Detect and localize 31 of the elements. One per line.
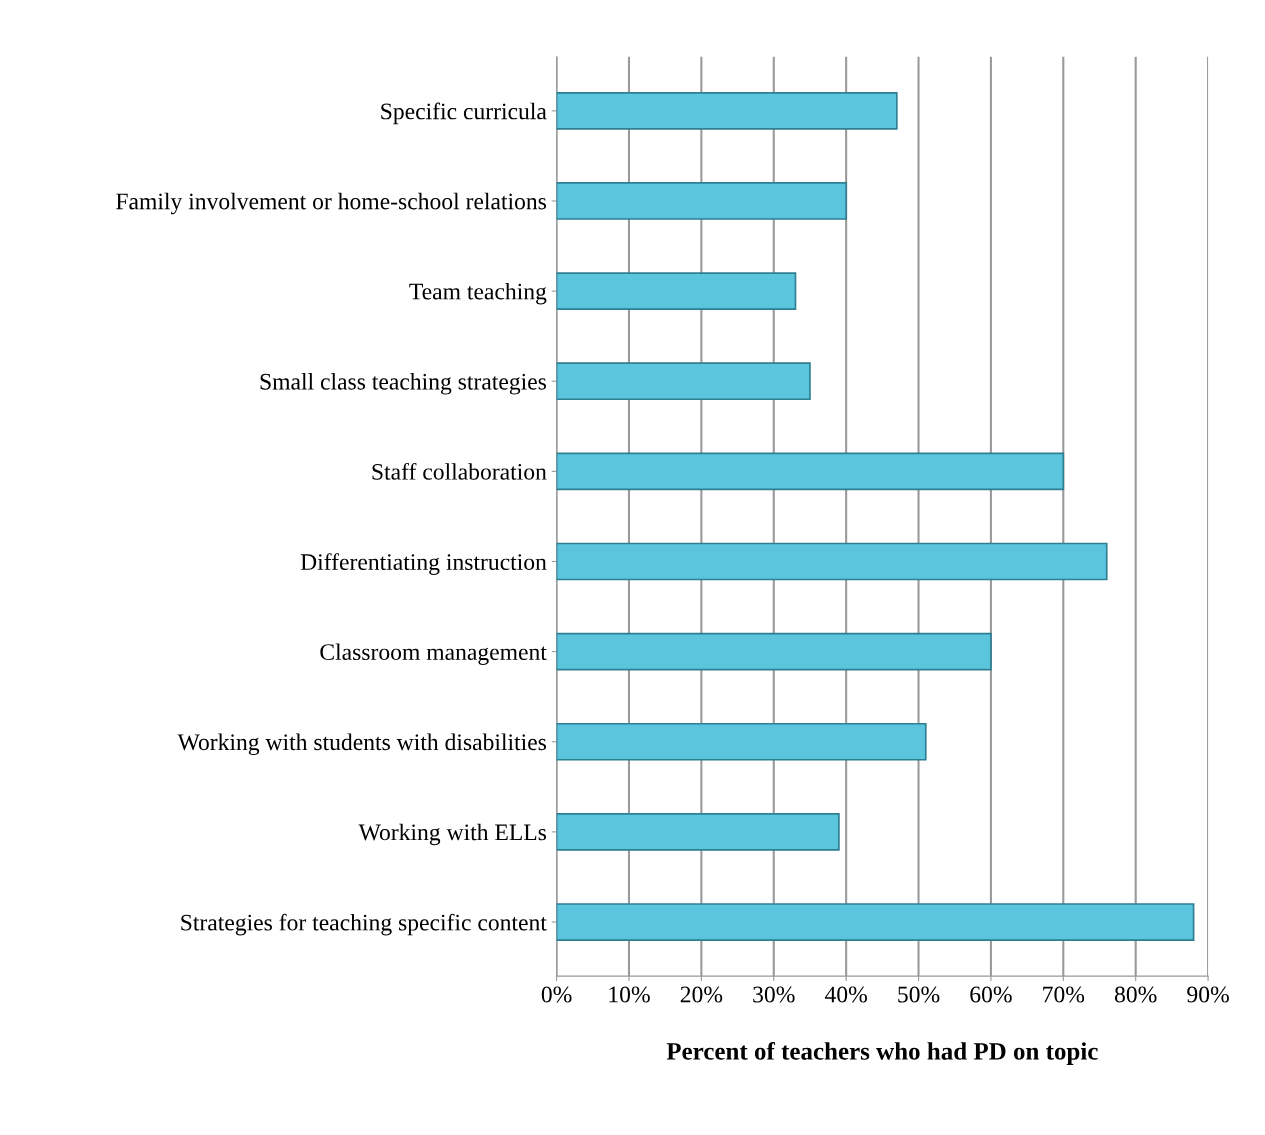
x-tick-label: 30% bbox=[753, 986, 795, 1003]
y-tick-label: Working with students with disabilities bbox=[177, 733, 547, 756]
bar bbox=[556, 813, 840, 851]
bar bbox=[556, 362, 811, 401]
y-tick-label: Strategies for teaching specific content bbox=[181, 913, 547, 936]
y-tick-label: Classroom management bbox=[320, 643, 547, 665]
bar bbox=[556, 722, 927, 761]
bar bbox=[556, 272, 797, 310]
bar bbox=[556, 632, 992, 671]
x-axis-title: Percent of teachers who had PD on topic bbox=[666, 1041, 1098, 1065]
y-tick-label: Team teaching bbox=[409, 282, 547, 305]
bar bbox=[556, 91, 898, 130]
y-tick-label: Working with ELLs bbox=[358, 823, 547, 846]
x-tick-label: 50% bbox=[898, 986, 940, 1003]
x-tick-label: 60% bbox=[970, 986, 1012, 1003]
x-tick-label: 90% bbox=[1187, 986, 1229, 1003]
bar bbox=[556, 542, 1108, 581]
x-tick-label: 20% bbox=[680, 986, 723, 1003]
x-tick-label: 80% bbox=[1114, 986, 1157, 1003]
y-tick-label: Staff collaboration bbox=[372, 462, 547, 480]
x-tick-label: 40% bbox=[824, 986, 867, 1003]
y-tick-label: Small class teaching strategies bbox=[260, 373, 547, 395]
y-tick-label: Differentiating instruction bbox=[300, 553, 547, 575]
y-tick-label: Specific curricula bbox=[381, 102, 547, 125]
x-tick-label: 70% bbox=[1043, 986, 1085, 1003]
bar bbox=[556, 903, 1195, 941]
x-tick-label: 10% bbox=[609, 986, 650, 1003]
bar bbox=[556, 182, 847, 220]
x-tick-label: 0% bbox=[541, 986, 572, 1003]
y-tick-label: Family involvement or home-school relations bbox=[116, 192, 547, 215]
bar bbox=[556, 452, 1065, 491]
